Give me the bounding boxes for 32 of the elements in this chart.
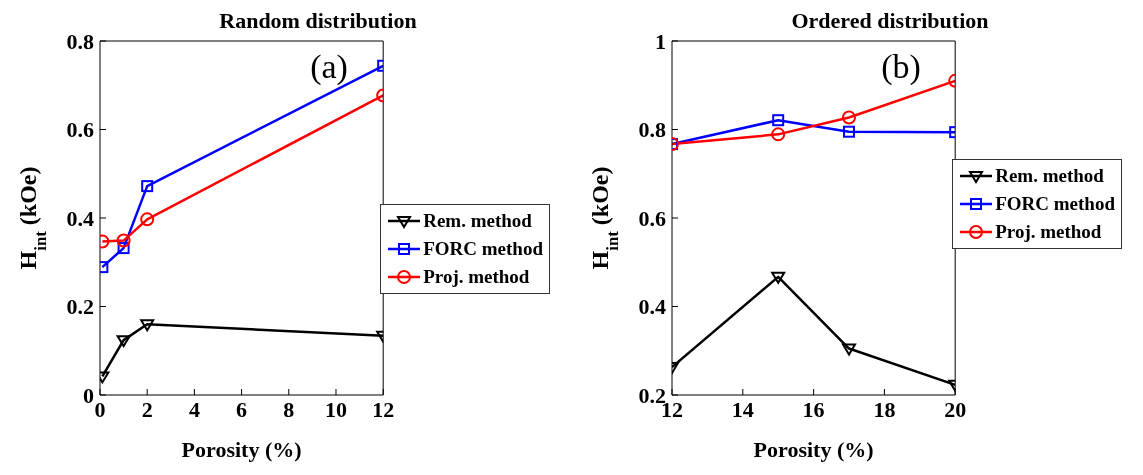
x-tick-label: 18 [873,396,896,422]
x-tick-label: 20 [944,396,967,422]
x-tick-label: 2 [141,396,153,422]
legend-label: FORC method [423,236,543,261]
legend-label: Proj. method [423,264,530,289]
y-tick-label: 0.4 [66,205,94,231]
x-tick-label: 10 [324,396,347,422]
x-tick-label: 12 [372,396,395,422]
y-tick-label: 0.2 [66,294,94,320]
annotation: (b) [880,48,922,86]
x-tick-label: 4 [188,396,200,422]
x-tick-label: 6 [236,396,248,422]
y-tick-label: 0.6 [638,205,666,231]
point [141,180,154,193]
legend-label: FORC method [995,192,1115,216]
x-tick-label: 16 [802,396,825,422]
y-tick-label: 0.8 [638,117,666,143]
annotation: (a) [309,48,349,86]
x-tick-label: 14 [731,396,754,422]
y-tick-label: 0.4 [638,294,666,320]
y-tick-label: 0.8 [66,28,94,54]
legend-label: Rem. method [995,164,1104,188]
y-tick-label: 0.6 [66,117,94,143]
x-tick-label: 8 [283,396,295,422]
x-axis-title: Porosity (%) [753,437,874,462]
y-tick-label: 1 [655,28,666,54]
legend-label: Rem. method [423,208,532,233]
x-axis-title: Porosity (%) [181,437,302,462]
point [117,242,130,255]
legend-label: Proj. method [995,220,1102,244]
chart-title: Ordered distribution [791,8,989,33]
chart-title: Random distribution [219,8,417,33]
